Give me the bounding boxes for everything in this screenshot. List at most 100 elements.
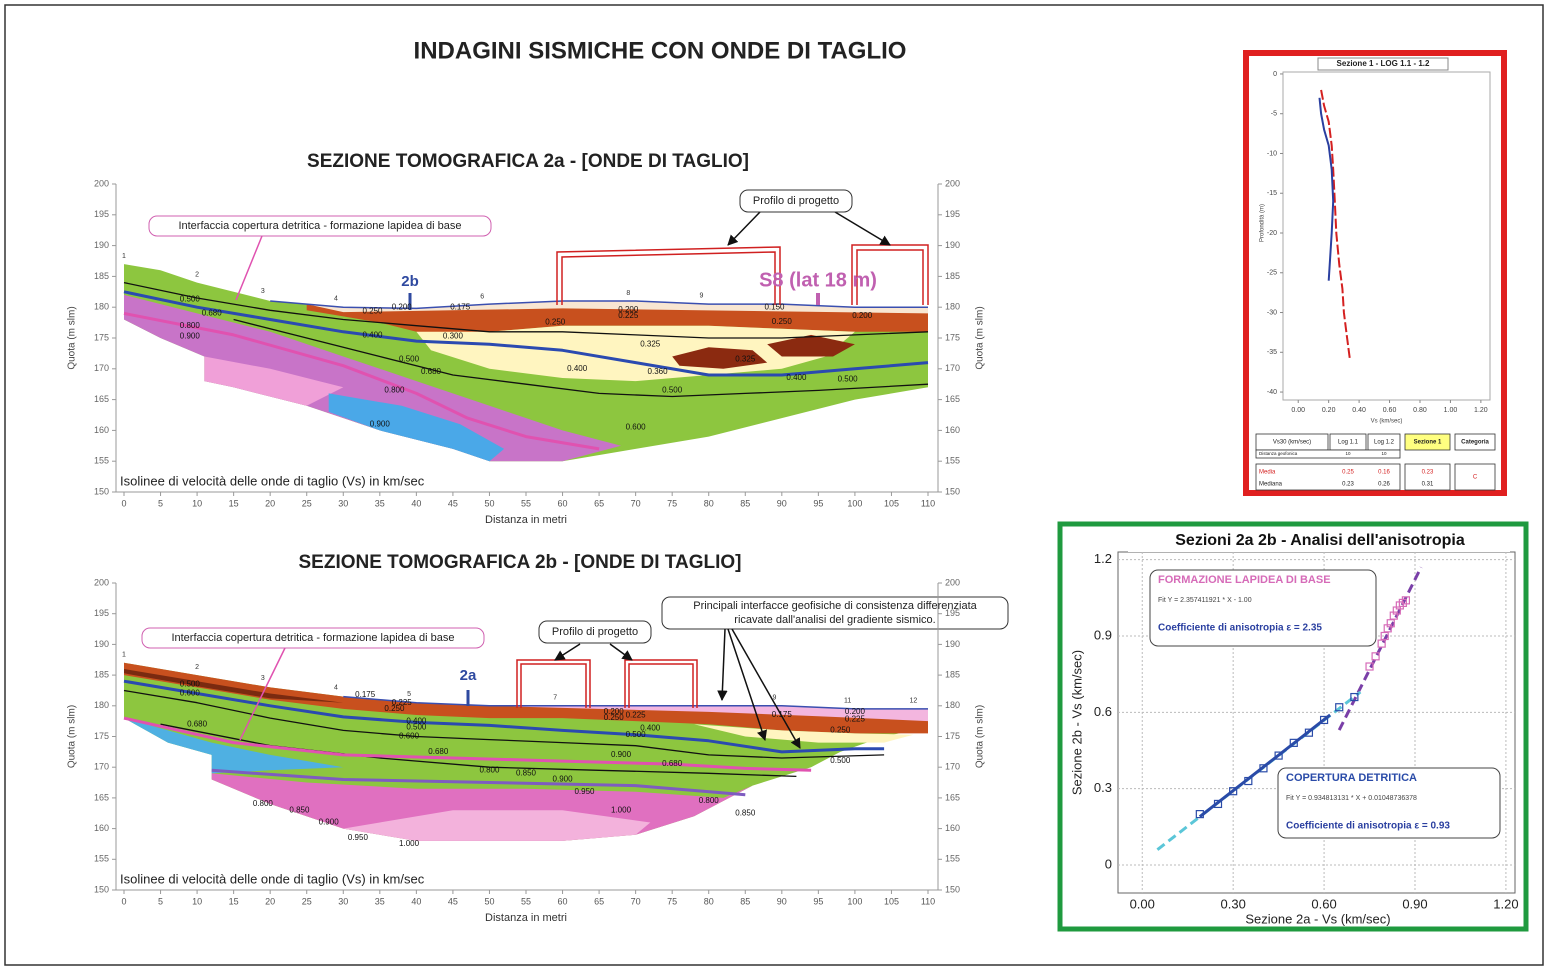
x-tick-label: 105: [884, 896, 899, 906]
table-block: [1454, 463, 1496, 491]
point: [1371, 652, 1380, 661]
point: [1259, 764, 1268, 773]
y2-tick-label: 195: [945, 608, 960, 618]
fit-line: [1198, 713, 1332, 818]
isoline: [123, 311, 600, 451]
y-tick-label: 180: [94, 700, 109, 710]
y-tick-label: -30: [1267, 309, 1277, 316]
section-title: SEZIONE TOMOGRAFICA 2a - [ONDE DI TAGLIO…: [307, 151, 749, 172]
y-tick-label: 195: [94, 209, 109, 219]
x-tick-label: 0.20: [1322, 407, 1336, 414]
table-block: [1255, 449, 1401, 459]
point: [1244, 776, 1253, 786]
x-tick-label: 70: [631, 896, 641, 906]
x-tick-label: 25: [302, 896, 312, 906]
annotation-box: [739, 189, 853, 213]
contour-label: 0.800: [384, 385, 405, 394]
contour-label: 0.500: [838, 374, 859, 383]
plot-frame: [1282, 71, 1491, 401]
station-label: 2: [195, 664, 199, 671]
y-tick-label: 200: [94, 577, 109, 587]
y2-tick-label: 155: [945, 854, 960, 864]
y2-tick-label: 200: [945, 577, 960, 587]
station-label: 2: [195, 271, 199, 278]
x-tick-label: 15: [229, 498, 239, 508]
point: [1401, 596, 1411, 605]
x-tick-label: 65: [594, 498, 604, 508]
y-tick-label: -40: [1267, 389, 1277, 396]
y2-tick-label: 185: [945, 271, 960, 281]
contour-label: 0.200: [618, 305, 639, 314]
x-tick-label: 0.00: [1291, 407, 1305, 414]
x-tick-label: 5: [158, 498, 163, 508]
table-cell-text: C: [1473, 475, 1478, 481]
x-tick-label: 90: [777, 896, 787, 906]
x-tick-label: 15: [229, 896, 239, 906]
x-tick-label: 5: [158, 896, 163, 906]
y-tick-label: 180: [94, 302, 109, 312]
x-tick-label: 110: [921, 498, 935, 508]
contour-label: 0.850: [516, 768, 537, 777]
table-block: [1255, 463, 1401, 491]
table-cell-text: 0.16: [1378, 470, 1390, 476]
station-label: 7: [553, 695, 557, 702]
contour-label: 0.500: [399, 355, 420, 364]
anisotropy-coefficient: Coefficiente di anisotropia ε = 0.93: [1286, 821, 1450, 832]
y-tick-label: 175: [94, 731, 109, 741]
contour-label: 0.300: [443, 331, 464, 340]
isoline-note: Isolinee di velocità delle onde di tagli…: [120, 473, 425, 488]
outline: [628, 663, 694, 708]
y-tick-label: 170: [94, 363, 109, 373]
x-tick-label: 0.90: [1402, 896, 1427, 911]
point: [1335, 703, 1344, 712]
y-tick-label: 185: [94, 669, 109, 679]
x-tick-label: 0: [121, 498, 126, 508]
y-tick-label: 155: [94, 456, 109, 466]
arrow: [727, 628, 767, 741]
anisotropy-coefficient: Coefficiente di anisotropia ε = 2.35: [1158, 623, 1322, 634]
table-cell-text: 0.31: [1422, 482, 1434, 488]
velocity-zone: [416, 325, 855, 382]
x-tick-label: 0.80: [1413, 407, 1427, 414]
y2-tick-label: 170: [945, 762, 960, 772]
outline: [624, 659, 698, 708]
x-tick-label: 35: [375, 498, 385, 508]
x-tick-label: 45: [448, 498, 458, 508]
contour-label: 0.500: [662, 385, 683, 394]
y-tick-label: 185: [94, 271, 109, 281]
y2-tick-label: 180: [945, 302, 960, 312]
x-tick-label: 0: [121, 896, 126, 906]
annotation: 2a: [460, 667, 477, 684]
x-tick-label: 10: [192, 498, 202, 508]
x-tick-label: 1.20: [1474, 407, 1488, 414]
x-tick-label: 100: [847, 896, 862, 906]
point: [1229, 787, 1238, 796]
arrow: [554, 643, 581, 661]
fit-equation: Fit Y = 2.357411921 * X - 1.00: [1158, 597, 1252, 604]
y-tick-label: 165: [94, 394, 109, 404]
contour-label: 0.250: [362, 307, 383, 316]
isoline: [123, 290, 929, 377]
fit-equation: Fit Y = 0.934813131 * X + 0.01048736378: [1286, 795, 1417, 802]
arrow: [727, 211, 761, 246]
log-line: [1320, 89, 1351, 361]
x-axis-label: Sezione 2a - Vs (km/sec): [1245, 911, 1390, 926]
isoline: [233, 318, 929, 398]
contour-label: 0.250: [384, 704, 405, 713]
contour-label: 0.360: [648, 367, 669, 376]
x-tick-label: 60: [558, 896, 568, 906]
x-tick-label: 95: [813, 498, 823, 508]
log-line: [1318, 97, 1335, 281]
velocity-zone: [343, 810, 651, 841]
contour-label: 0.600: [626, 422, 647, 431]
x-tick-label: 55: [521, 498, 531, 508]
contour-label: 0.900: [370, 419, 391, 428]
outline: [561, 251, 776, 305]
y2-tick-label: 190: [945, 240, 960, 250]
isoline: [123, 716, 812, 772]
velocity-zone: [124, 662, 928, 734]
x-tick-label: 80: [704, 498, 714, 508]
y-tick-label: 175: [94, 332, 109, 342]
contour-label: 0.600: [180, 689, 201, 698]
y2-axis-label: Quota (m slm): [975, 306, 986, 369]
